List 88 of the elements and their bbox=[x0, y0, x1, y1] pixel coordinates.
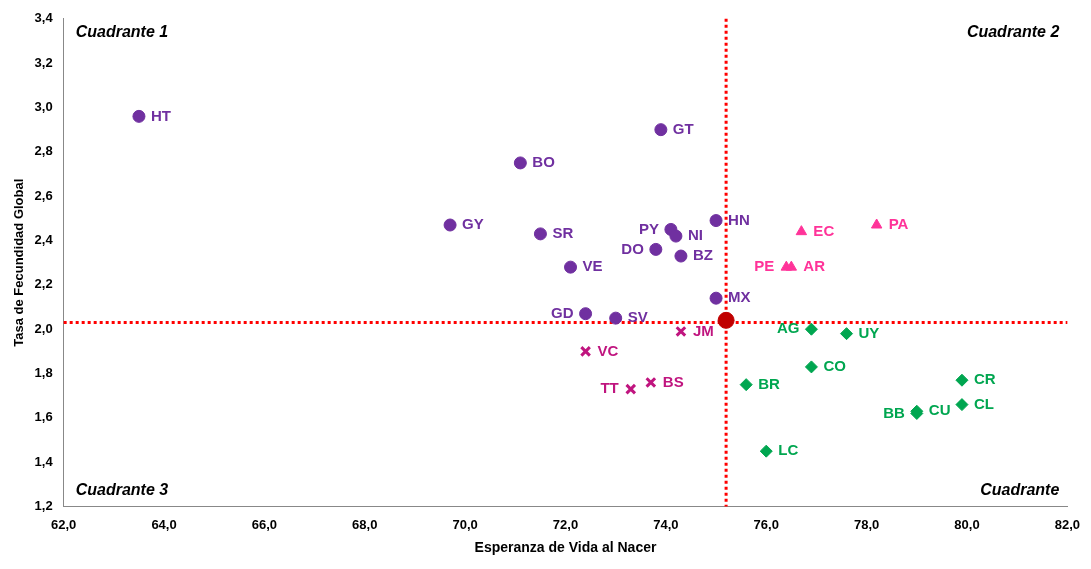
point bbox=[804, 360, 818, 374]
point bbox=[645, 376, 657, 389]
data-label: LC bbox=[778, 441, 799, 459]
data-label: EC bbox=[813, 221, 835, 239]
x-tick-label: 78,0 bbox=[853, 516, 880, 532]
point bbox=[669, 229, 683, 243]
x-tick-label: 82,0 bbox=[1054, 516, 1081, 532]
data-label: BB bbox=[883, 403, 905, 421]
point bbox=[840, 327, 854, 341]
data-label: UY bbox=[858, 323, 880, 341]
y-tick-label: 3,2 bbox=[34, 54, 53, 70]
data-label: JM bbox=[692, 321, 714, 339]
point bbox=[804, 322, 818, 336]
x-tick-label: 70,0 bbox=[452, 516, 478, 532]
point bbox=[654, 123, 668, 137]
point bbox=[533, 227, 547, 241]
y-tick-label: 3,4 bbox=[34, 10, 54, 26]
y-tick-label: 1,8 bbox=[34, 365, 53, 381]
y-tick-label: 2,4 bbox=[34, 232, 54, 248]
point bbox=[955, 398, 969, 412]
data-label: DO bbox=[621, 239, 645, 257]
point bbox=[759, 444, 773, 458]
data-label: BS bbox=[662, 372, 684, 390]
data-label: NI bbox=[687, 226, 703, 244]
point bbox=[795, 225, 808, 236]
x-tick-label: 74,0 bbox=[653, 516, 679, 532]
y-tick-label: 3,0 bbox=[34, 99, 53, 115]
annotation: Cuadrante 1 bbox=[75, 23, 169, 41]
x-tick-label: 80,0 bbox=[954, 516, 980, 532]
y-axis-title: Tasa de Fecundidad Global bbox=[11, 178, 27, 347]
data-label: CR bbox=[973, 370, 996, 388]
data-label: PY bbox=[638, 219, 659, 237]
y-tick-label: 1,4 bbox=[34, 453, 54, 469]
x-tick-label: 72,0 bbox=[552, 516, 579, 532]
data-label: CO bbox=[823, 357, 847, 375]
point bbox=[579, 307, 593, 321]
data-label: HN bbox=[728, 210, 750, 228]
data-label: AR bbox=[803, 257, 826, 275]
data-label: BO bbox=[532, 153, 556, 171]
y-tick-label: 2,6 bbox=[34, 187, 53, 203]
data-label: BR bbox=[758, 374, 780, 392]
annotation: Cuadrante 2 bbox=[966, 23, 1060, 41]
data-label: SV bbox=[627, 308, 648, 326]
data-label: HT bbox=[150, 106, 171, 124]
point bbox=[717, 311, 735, 329]
data-label: VE bbox=[582, 257, 603, 275]
y-tick-label: 2,0 bbox=[34, 320, 53, 336]
point bbox=[955, 373, 969, 387]
data-label: SR bbox=[552, 224, 574, 242]
point bbox=[675, 325, 687, 338]
annotation: Cuadrante 3 bbox=[75, 481, 169, 499]
point bbox=[609, 311, 623, 325]
y-tick-label: 1,6 bbox=[34, 409, 53, 425]
y-tick-label: 2,8 bbox=[34, 143, 53, 159]
data-label: BZ bbox=[692, 246, 713, 264]
data-label: GT bbox=[672, 119, 694, 137]
data-label: CL bbox=[973, 394, 994, 412]
x-tick-label: 66,0 bbox=[251, 516, 278, 532]
point bbox=[443, 218, 457, 232]
data-label: VC bbox=[597, 341, 619, 359]
point bbox=[625, 383, 637, 395]
point bbox=[674, 249, 688, 263]
point bbox=[709, 291, 723, 305]
x-tick-label: 64,0 bbox=[151, 516, 177, 532]
y-tick-label: 2,2 bbox=[34, 276, 53, 292]
point bbox=[132, 109, 146, 123]
data-label: PE bbox=[754, 257, 775, 275]
annotation: Cuadrante bbox=[980, 481, 1060, 499]
point bbox=[564, 260, 578, 274]
x-tick-label: 76,0 bbox=[753, 516, 779, 532]
x-axis-title: Esperanza de Vida al Nacer bbox=[474, 539, 657, 556]
data-label: AG bbox=[776, 319, 800, 337]
data-label: MX bbox=[728, 288, 751, 306]
data-label: GD bbox=[551, 303, 574, 321]
point bbox=[709, 214, 723, 228]
point bbox=[785, 260, 798, 271]
data-label: TT bbox=[600, 379, 619, 397]
x-tick-label: 68,0 bbox=[352, 516, 378, 532]
point bbox=[649, 242, 663, 256]
point bbox=[739, 378, 753, 392]
data-label: GY bbox=[462, 215, 484, 233]
point bbox=[513, 156, 527, 170]
y-tick-label: 1,2 bbox=[34, 498, 53, 514]
point bbox=[579, 345, 592, 358]
data-label: CU bbox=[928, 401, 951, 419]
point bbox=[870, 218, 883, 229]
data-label: PA bbox=[888, 215, 909, 233]
x-tick-label: 62,0 bbox=[51, 516, 77, 532]
